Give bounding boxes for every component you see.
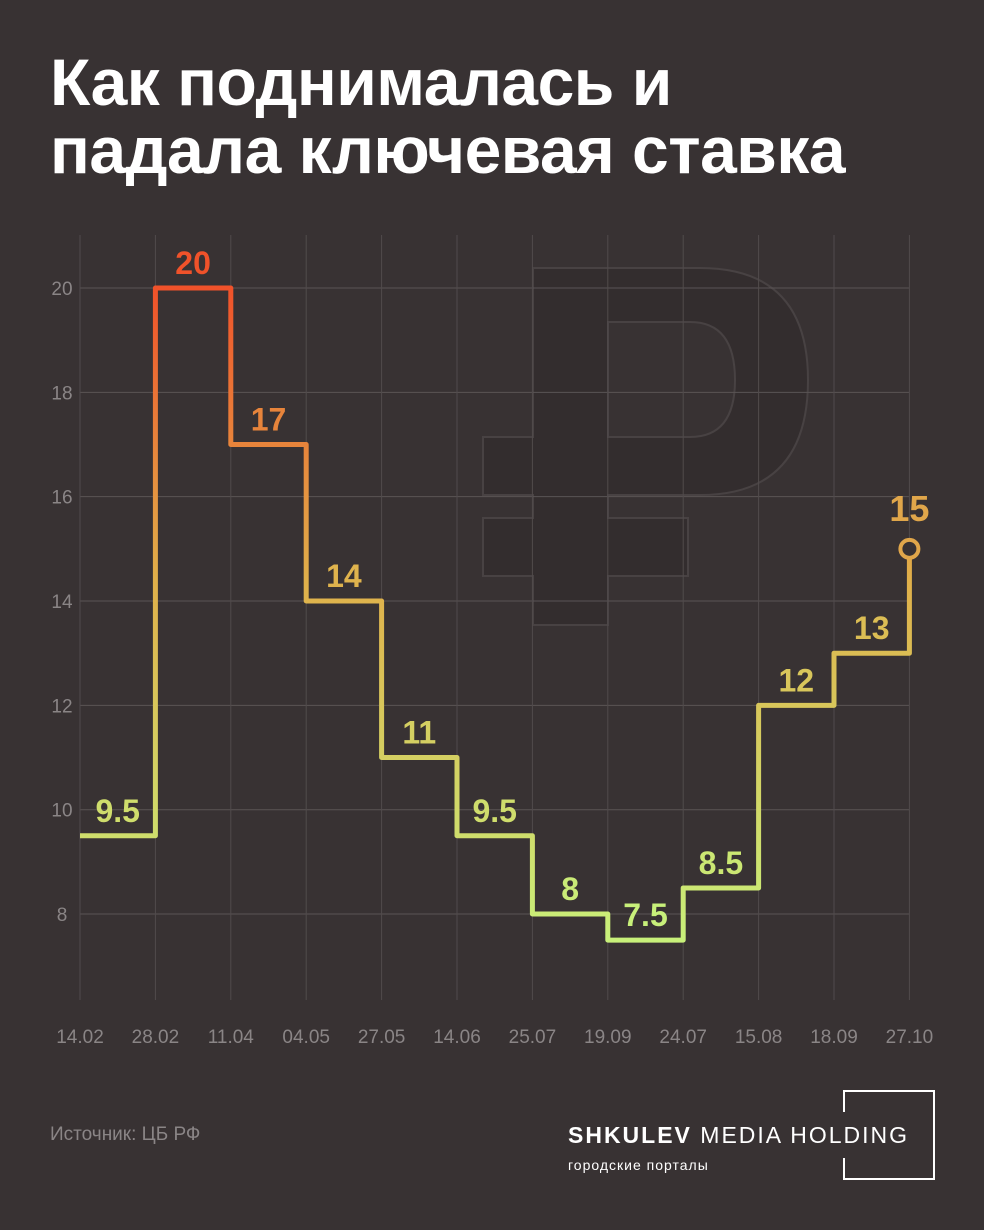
data-label: 12	[779, 662, 815, 698]
data-label: 15	[889, 488, 929, 529]
data-label: 20	[175, 245, 211, 281]
y-tick-label: 14	[51, 592, 73, 613]
ruble-sign-icon	[482, 267, 810, 626]
x-tick-label: 14.02	[56, 1027, 104, 1048]
data-label: 14	[326, 558, 362, 594]
x-tick-label: 28.02	[132, 1027, 180, 1048]
x-tick-label: 27.05	[358, 1027, 406, 1048]
y-tick-label: 8	[57, 905, 68, 926]
logo-frame	[843, 1090, 935, 1180]
logo-brand-rest: MEDIA HOLDING	[700, 1122, 910, 1148]
page-title: Как поднималась и падала ключевая ставка	[50, 45, 846, 187]
x-tick-label: 18.09	[810, 1027, 858, 1048]
data-label: 17	[251, 402, 287, 438]
end-point-marker	[898, 537, 921, 560]
x-tick-label: 04.05	[282, 1027, 330, 1048]
title-line-2: падала ключевая ставка	[50, 113, 846, 187]
logo: SHKULEV MEDIA HOLDING городские порталы	[568, 1122, 909, 1173]
source-note: Источник: ЦБ РФ	[50, 1124, 201, 1145]
x-tick-label: 14.06	[433, 1027, 481, 1048]
y-tick-label: 16	[51, 488, 72, 509]
data-label: 9.5	[472, 793, 516, 829]
x-tick-label: 19.09	[584, 1027, 632, 1048]
title-line-1: Как поднималась и	[50, 45, 672, 119]
x-tick-label: 11.04	[208, 1027, 255, 1048]
x-tick-label: 25.07	[509, 1027, 557, 1048]
y-tick-label: 20	[51, 279, 72, 300]
x-tick-label: 24.07	[659, 1027, 707, 1048]
logo-tagline: городские порталы	[568, 1157, 709, 1173]
data-label: 13	[854, 610, 890, 646]
data-label: 11	[402, 715, 436, 751]
x-tick-label: 15.08	[735, 1027, 783, 1048]
data-label: 8	[561, 871, 579, 907]
logo-brand-bold: SHKULEV	[568, 1122, 692, 1148]
rate-step-line	[80, 285, 912, 943]
y-tick-label: 10	[51, 801, 72, 822]
x-tick-label: 27.10	[886, 1027, 934, 1048]
y-tick-label: 18	[51, 383, 72, 404]
data-label: 8.5	[699, 845, 743, 881]
data-label: 9.5	[95, 793, 139, 829]
data-label: 7.5	[623, 897, 667, 933]
y-tick-label: 12	[51, 696, 72, 717]
